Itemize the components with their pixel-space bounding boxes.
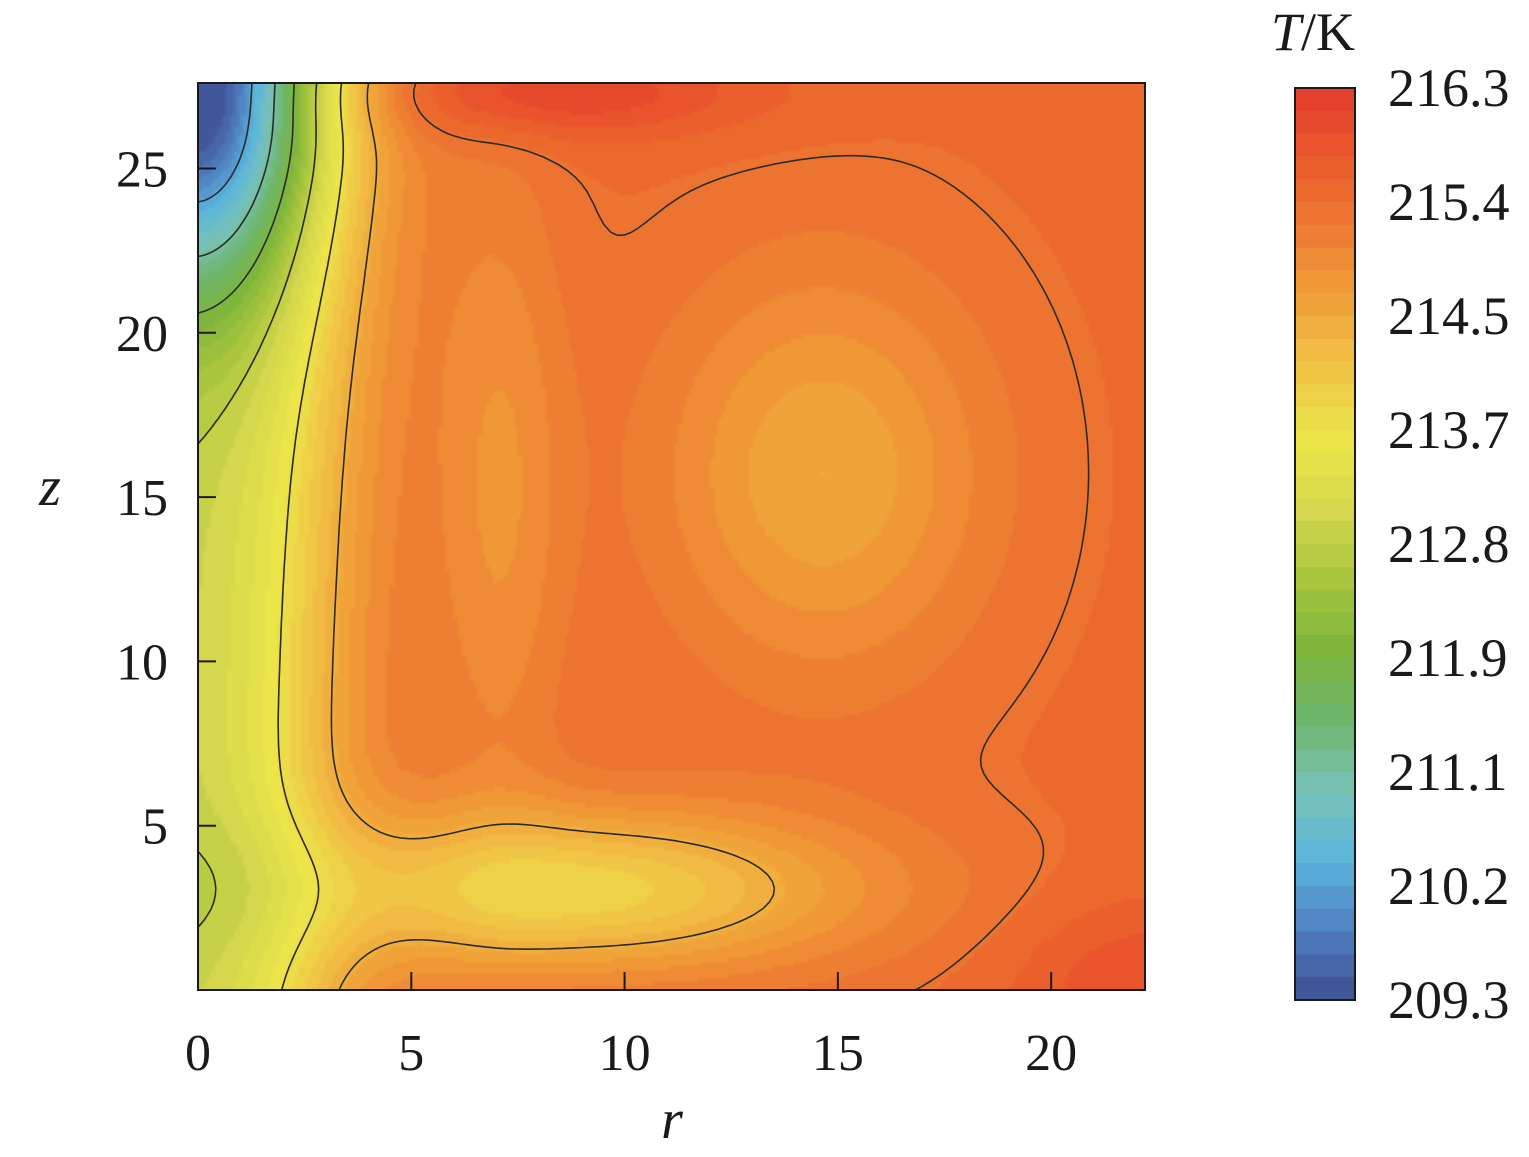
x-axis-label: r bbox=[661, 1089, 683, 1151]
y-tick-label-3: 20 bbox=[116, 306, 168, 363]
colorbar-title: T/K bbox=[1271, 2, 1355, 62]
colorbar: 216.3 215.4 214.5 213.7 212.8 211.9 211.1 210.2… bbox=[1271, 2, 1510, 1030]
colorbar-label-0: 216.3 bbox=[1388, 58, 1510, 118]
colorbar-label-5: 211.9 bbox=[1388, 628, 1508, 688]
contour-line-5 bbox=[330, 83, 776, 990]
y-tick-label-2: 15 bbox=[116, 470, 168, 527]
colorbar-label-8: 209.3 bbox=[1388, 970, 1510, 1030]
colorbar-label-6: 211.1 bbox=[1388, 742, 1508, 802]
contour-lines bbox=[198, 83, 1090, 990]
contour-line-0 bbox=[198, 83, 253, 203]
colorbar-swatch bbox=[1294, 87, 1356, 1001]
colorbar-label-4: 212.8 bbox=[1388, 514, 1510, 574]
colorbar-label-7: 210.2 bbox=[1388, 856, 1510, 916]
contour-line-3 bbox=[198, 83, 318, 928]
colorbar-label-2: 214.5 bbox=[1388, 286, 1510, 346]
colorbar-title-var: T bbox=[1271, 2, 1305, 62]
y-tick-label-4: 25 bbox=[116, 141, 168, 198]
colorbar-ticks: 216.3 215.4 214.5 213.7 212.8 211.9 211.1 210.2… bbox=[1388, 58, 1510, 1030]
x-tick-label-1: 5 bbox=[398, 1025, 424, 1082]
plot-area bbox=[197, 82, 1146, 991]
x-tick-label-0: 0 bbox=[185, 1025, 211, 1082]
contour-line-4 bbox=[277, 83, 345, 990]
colorbar-label-3: 213.7 bbox=[1388, 400, 1510, 460]
contour-line-2 bbox=[198, 83, 295, 314]
contour-line-6 bbox=[413, 83, 1090, 990]
x-tick-label-2: 10 bbox=[599, 1025, 651, 1082]
contour-line-1 bbox=[198, 83, 276, 258]
temperature-field bbox=[198, 83, 1145, 990]
x-axis: 0 5 10 15 20 bbox=[185, 972, 1077, 1082]
y-axis-label: z bbox=[38, 456, 61, 518]
x-tick-label-3: 15 bbox=[812, 1025, 864, 1082]
y-tick-label-1: 10 bbox=[116, 634, 168, 691]
plot-frame bbox=[197, 82, 1146, 991]
y-tick-label-0: 5 bbox=[142, 799, 168, 856]
colorbar-label-1: 215.4 bbox=[1388, 172, 1510, 232]
y-axis: 5 10 15 20 25 bbox=[116, 141, 216, 856]
colorbar-title-unit: /K bbox=[1301, 2, 1355, 62]
x-tick-label-4: 20 bbox=[1025, 1025, 1077, 1082]
